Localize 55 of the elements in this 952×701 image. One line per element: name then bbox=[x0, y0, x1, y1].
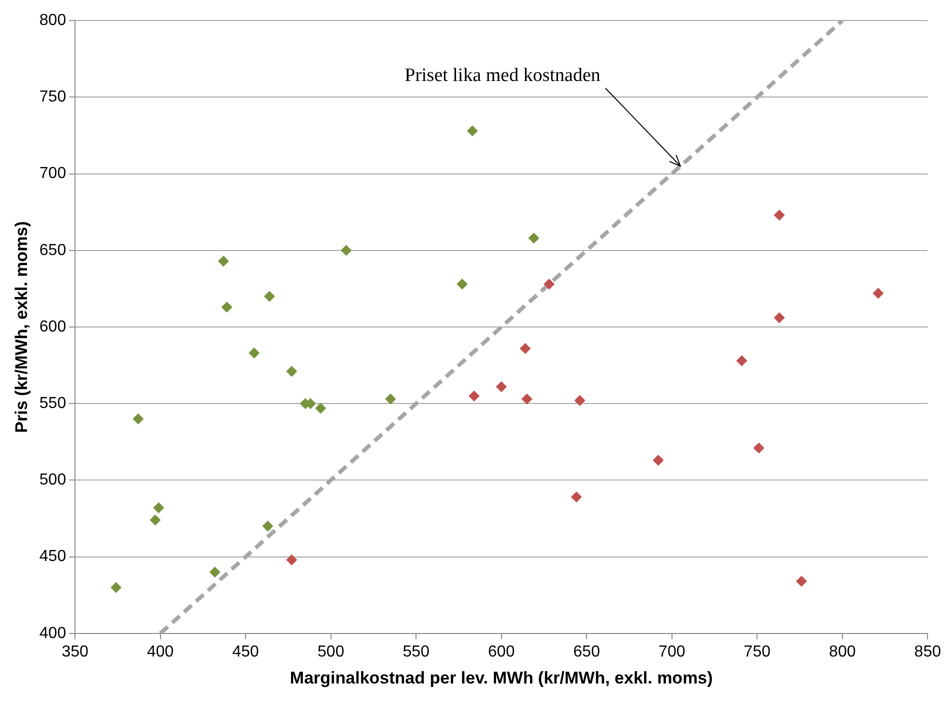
point bbox=[544, 278, 555, 290]
point bbox=[209, 566, 220, 578]
x-tick-label: 700 bbox=[658, 643, 686, 660]
point bbox=[153, 502, 164, 514]
point bbox=[262, 520, 274, 532]
point bbox=[574, 395, 586, 406]
point bbox=[796, 576, 807, 587]
point bbox=[315, 402, 326, 414]
x-tick-label: 350 bbox=[62, 643, 89, 660]
x-tick-label: 750 bbox=[744, 643, 771, 660]
point bbox=[456, 278, 468, 290]
y-tick-label: 450 bbox=[39, 548, 66, 566]
point bbox=[264, 290, 275, 302]
y-tick-label: 400 bbox=[39, 624, 66, 642]
y-tick-label: 600 bbox=[39, 318, 66, 336]
x-tick-label: 500 bbox=[318, 643, 344, 660]
point bbox=[570, 492, 582, 503]
point bbox=[753, 442, 764, 454]
y-tick-label: 800 bbox=[39, 12, 66, 30]
y-tick-label: 650 bbox=[39, 242, 66, 259]
y-tick-label: 500 bbox=[39, 472, 66, 489]
y-tick-label: 550 bbox=[39, 395, 66, 412]
y-tick-label: 700 bbox=[39, 165, 66, 182]
point bbox=[248, 348, 260, 359]
point bbox=[286, 554, 298, 566]
point bbox=[340, 244, 352, 256]
point bbox=[520, 342, 531, 354]
annotation: Priset lika med kostnaden bbox=[404, 65, 601, 86]
point bbox=[466, 125, 478, 136]
point bbox=[774, 210, 785, 221]
point bbox=[132, 413, 144, 424]
point bbox=[496, 381, 507, 392]
point bbox=[286, 366, 298, 377]
x-tick-label: 800 bbox=[829, 643, 856, 660]
x-tick-label: 400 bbox=[147, 643, 174, 660]
point bbox=[652, 454, 664, 466]
point bbox=[468, 390, 480, 402]
x-axis-title: Marginalkostnad per lev. MWh (kr/MWh, exkl. moms) bbox=[290, 668, 713, 688]
point bbox=[150, 514, 161, 526]
y-axis-title: Pris (kr/MWh, exkl. moms) bbox=[12, 221, 31, 433]
point bbox=[774, 312, 785, 324]
point bbox=[385, 394, 396, 405]
x-tick-label: 550 bbox=[402, 643, 430, 660]
point bbox=[521, 394, 532, 405]
x-tick-label: 450 bbox=[232, 643, 260, 660]
point bbox=[110, 582, 122, 593]
point bbox=[218, 256, 229, 267]
point bbox=[872, 288, 884, 299]
x-tick-label: 850 bbox=[914, 643, 942, 660]
point bbox=[221, 302, 232, 313]
x-tick-label: 650 bbox=[573, 643, 600, 660]
point bbox=[528, 232, 540, 244]
y-tick-label: 750 bbox=[39, 88, 66, 106]
point bbox=[736, 355, 748, 366]
x-tick-label: 600 bbox=[488, 643, 515, 660]
